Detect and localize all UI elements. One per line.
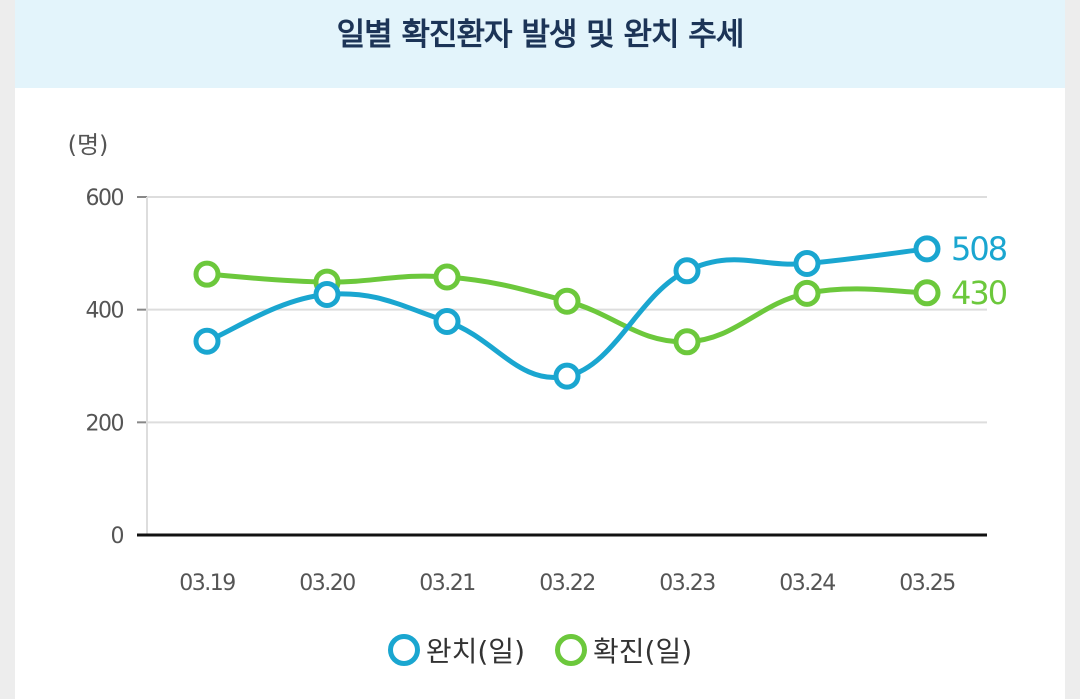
chart-title: 일별 확진환자 발생 및 완치 추세 xyxy=(336,16,745,53)
y-tick-label: 0 xyxy=(111,524,124,549)
data-point xyxy=(673,328,701,356)
data-point xyxy=(313,280,341,308)
data-point xyxy=(913,279,941,307)
data-point xyxy=(553,287,581,315)
legend-circle-icon xyxy=(387,634,420,666)
x-tick-label: 03.21 xyxy=(419,571,474,596)
data-point xyxy=(433,307,461,335)
data-point xyxy=(673,257,701,285)
y-tick-label: 200 xyxy=(86,411,124,436)
data-point xyxy=(433,263,461,291)
chart-legend: 완치(일) 확진(일) xyxy=(0,630,1080,670)
end-value-label: 508 xyxy=(951,230,1007,268)
legend-circle-icon xyxy=(555,634,587,666)
data-point xyxy=(193,327,221,355)
data-point xyxy=(913,235,941,263)
data-point xyxy=(793,279,821,307)
legend-item-confirmed: 확진(일) xyxy=(555,630,692,670)
y-tick-label: 600 xyxy=(86,186,124,211)
y-axis-unit-label: (명) xyxy=(68,131,109,159)
chart-card: 일별 확진환자 발생 및 완치 추세 xyxy=(15,0,1065,699)
legend-label-confirmed: 확진(일) xyxy=(593,635,693,668)
x-tick-label: 03.23 xyxy=(659,571,715,596)
legend-item-recovered: 완치(일) xyxy=(387,630,525,670)
x-tick-label: 03.22 xyxy=(539,571,594,596)
data-point xyxy=(193,260,221,288)
data-point xyxy=(553,362,581,390)
y-tick-label: 400 xyxy=(86,299,124,324)
x-tick-label: 03.20 xyxy=(299,571,355,596)
legend-label-recovered: 완치(일) xyxy=(425,635,525,668)
x-tick-label: 03.24 xyxy=(779,571,835,596)
data-point xyxy=(793,249,821,277)
chart-header: 일별 확진환자 발생 및 완치 추세 xyxy=(15,0,1065,88)
end-value-label: 430 xyxy=(951,274,1007,312)
x-tick-label: 03.25 xyxy=(899,571,955,596)
x-tick-label: 03.19 xyxy=(179,571,235,596)
